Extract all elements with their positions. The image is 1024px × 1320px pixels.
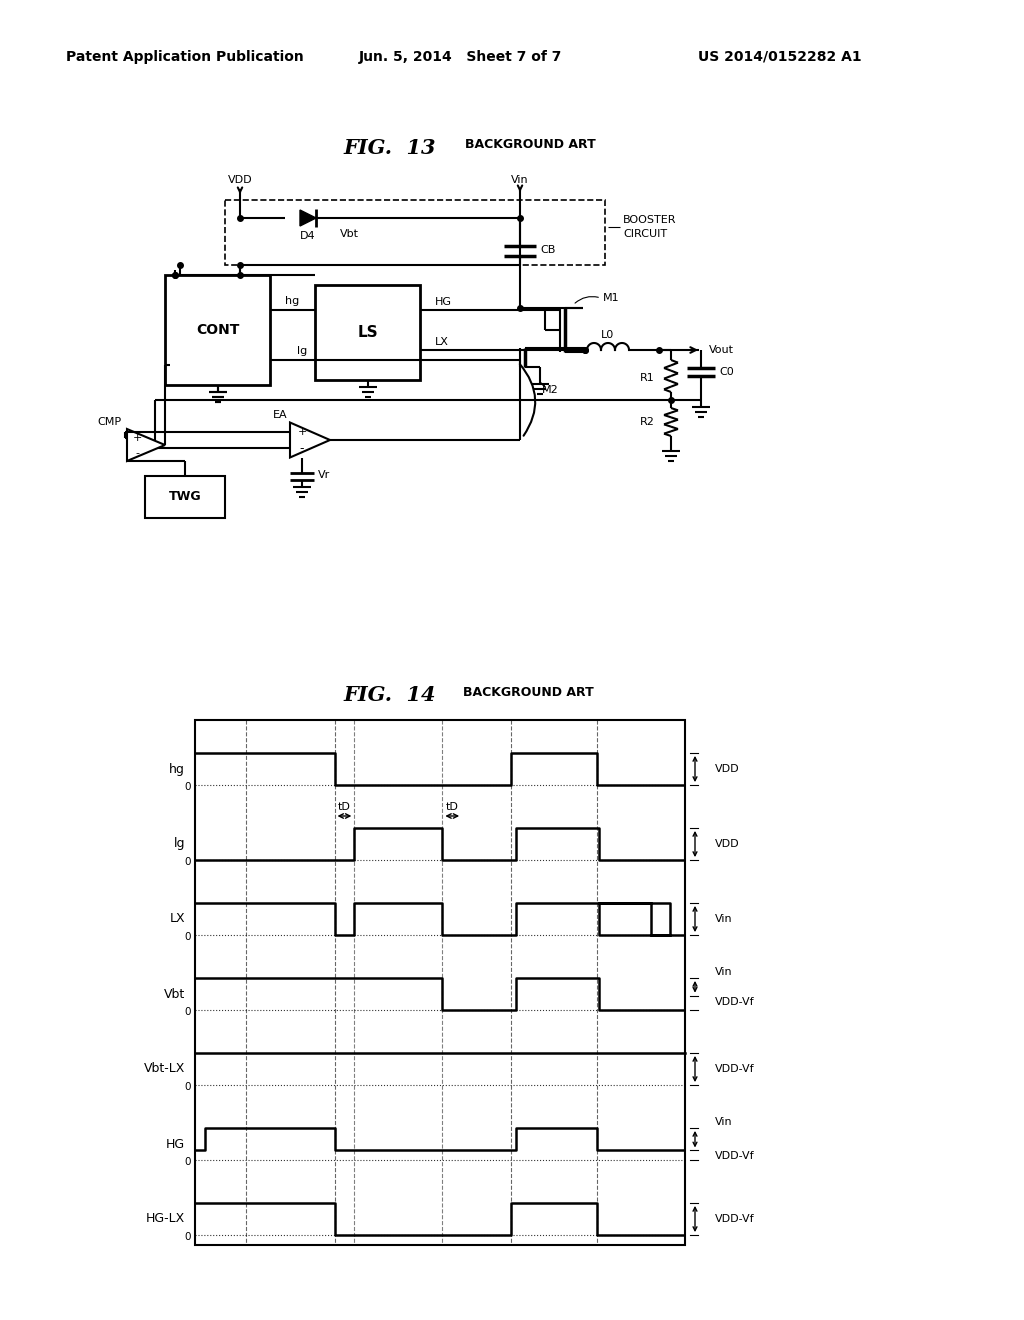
Text: VDD-Vf: VDD-Vf [715,1151,755,1162]
Text: +: + [297,426,306,437]
Text: FIG.  13: FIG. 13 [344,139,436,158]
Text: Vbt-LX: Vbt-LX [143,1063,185,1076]
Text: tD: tD [338,803,351,812]
Text: 0: 0 [184,1158,191,1167]
Text: EA: EA [273,409,288,420]
Text: VDD-Vf: VDD-Vf [715,1064,755,1074]
Polygon shape [127,429,165,461]
Text: LX: LX [435,337,449,347]
Text: lg: lg [297,346,307,356]
Text: Jun. 5, 2014   Sheet 7 of 7: Jun. 5, 2014 Sheet 7 of 7 [358,50,562,63]
Bar [315,285,420,380]
Text: 0: 0 [184,1007,191,1016]
Text: L0: L0 [601,330,614,341]
Polygon shape [300,210,316,226]
Text: Vbt: Vbt [340,228,359,239]
Text: Vin: Vin [511,176,528,185]
Text: BACKGROUND ART: BACKGROUND ART [465,139,595,152]
Text: CB: CB [540,246,555,255]
Text: CONT: CONT [196,323,240,337]
Text: Vin: Vin [715,968,732,977]
Text: R2: R2 [640,417,655,426]
Text: Vin: Vin [715,913,732,924]
Text: D4: D4 [300,231,315,242]
Text: +: + [132,433,141,444]
Text: BOOSTER: BOOSTER [623,215,677,224]
Text: CMP: CMP [98,417,122,426]
Text: HG-LX: HG-LX [145,1213,185,1225]
Text: LX: LX [169,912,185,925]
Bar [195,719,685,1245]
Text: FIG.  14: FIG. 14 [344,685,436,705]
Text: Vout: Vout [709,345,734,355]
Text: CIRCUIT: CIRCUIT [623,228,667,239]
Text: HG: HG [166,1138,185,1151]
Bar [165,275,270,385]
Bar [225,201,605,265]
Text: 0: 0 [184,1232,191,1242]
Text: M1: M1 [603,293,620,304]
Text: 0: 0 [184,857,191,867]
Text: tD: tD [445,803,459,812]
Text: VDD: VDD [715,764,739,774]
Text: US 2014/0152282 A1: US 2014/0152282 A1 [698,50,862,63]
Text: BACKGROUND ART: BACKGROUND ART [463,685,593,698]
Text: Vbt: Vbt [164,987,185,1001]
Text: C0: C0 [719,367,734,378]
Text: Vr: Vr [318,470,331,480]
Text: -: - [135,447,139,458]
Text: VDD-Vf: VDD-Vf [715,1214,755,1224]
Text: M2: M2 [542,385,558,395]
Text: hg: hg [286,296,300,306]
Text: HG: HG [435,297,452,308]
Text: Patent Application Publication: Patent Application Publication [67,50,304,63]
Text: VDD: VDD [227,176,252,185]
Text: hg: hg [169,763,185,776]
Text: 0: 0 [184,932,191,942]
Text: R1: R1 [640,374,655,383]
Text: lg: lg [173,837,185,850]
Bar [145,477,225,517]
Text: VDD-Vf: VDD-Vf [715,997,755,1007]
Text: -: - [300,442,304,455]
Text: 0: 0 [184,781,191,792]
Text: 0: 0 [184,1082,191,1092]
Polygon shape [290,422,330,458]
Text: TWG: TWG [169,491,202,503]
Text: VDD: VDD [715,840,739,849]
Text: LS: LS [357,325,378,341]
Text: Vin: Vin [715,1117,732,1127]
